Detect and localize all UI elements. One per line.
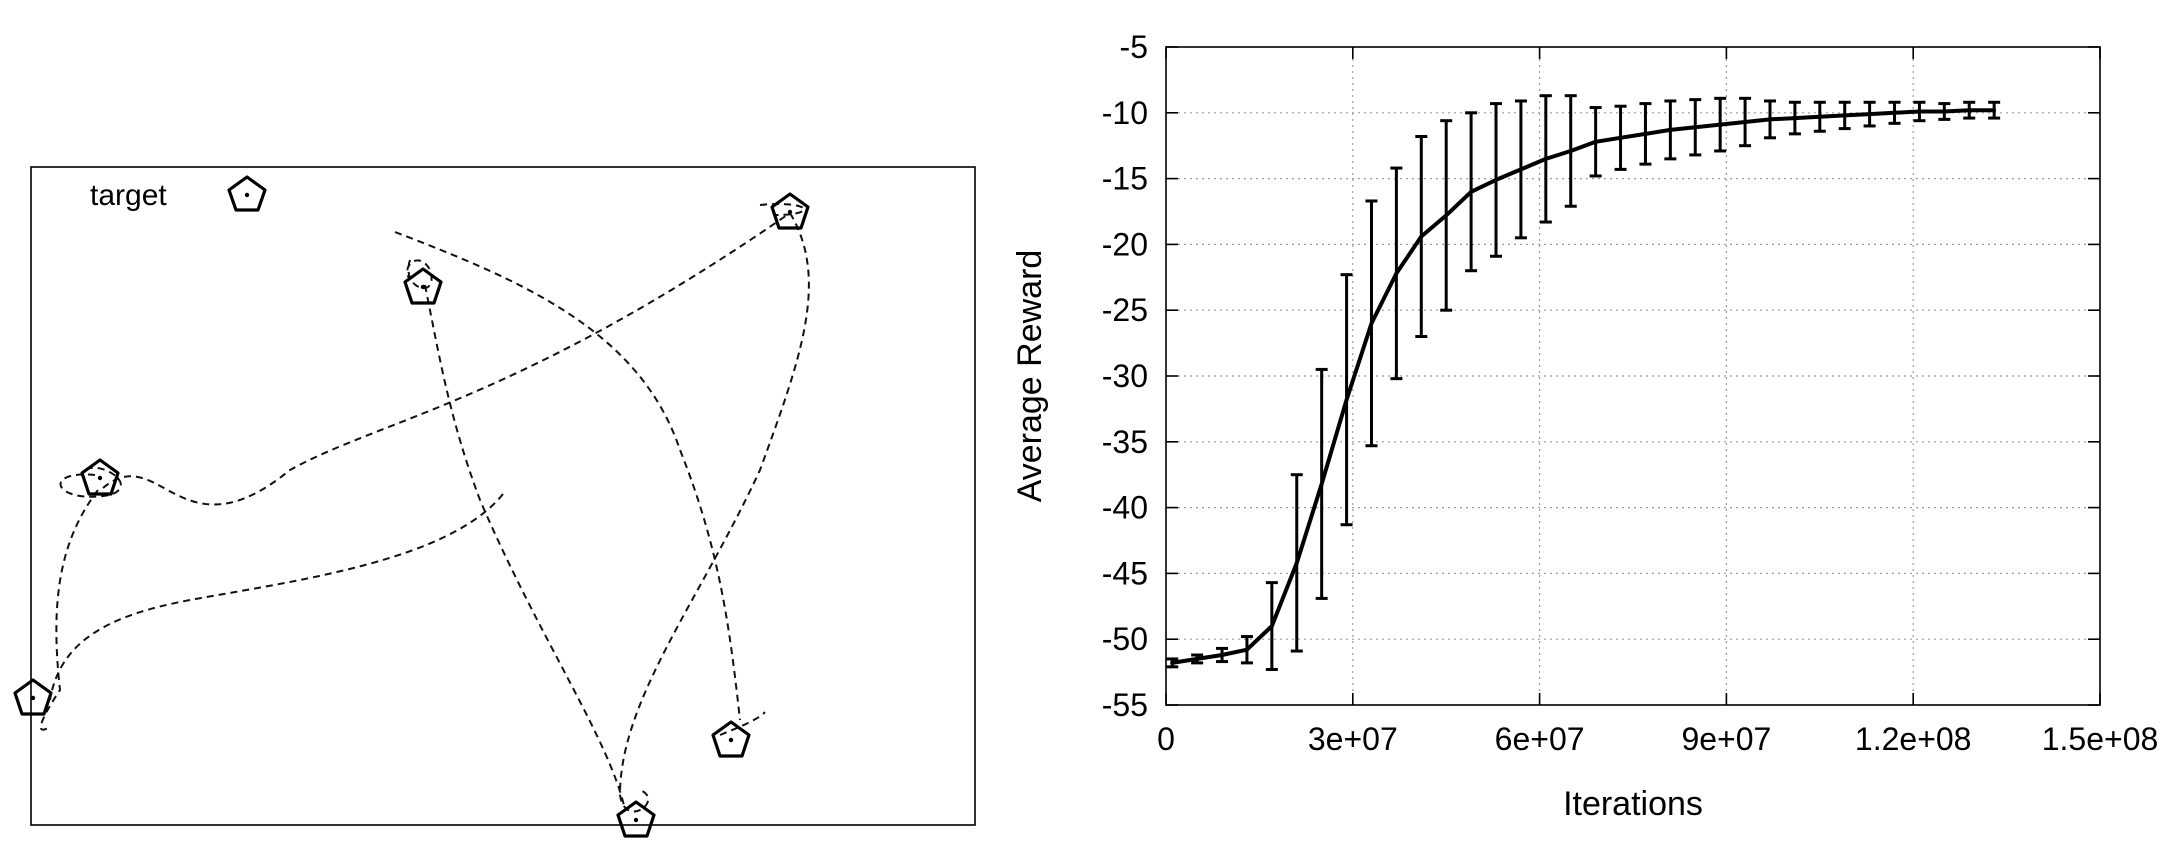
y-tick-label: -35 — [1102, 424, 1148, 460]
target-icon — [616, 800, 656, 838]
x-tick-label: 3e+07 — [1308, 721, 1398, 757]
target-markers — [13, 192, 810, 838]
trajectory-wiggle-2 — [406, 259, 433, 289]
x-tick-label: 1.2e+08 — [1855, 721, 1972, 757]
y-tick-label: -15 — [1102, 161, 1148, 197]
x-axis-ticks: 0 3e+07 6e+07 9e+07 1.2e+08 1.5e+08 — [1157, 47, 2158, 757]
x-tick-label: 1.5e+08 — [2042, 721, 2159, 757]
trajectory-path-6 — [39, 489, 99, 731]
y-tick-label: -30 — [1102, 358, 1148, 394]
y-tick-label: -50 — [1102, 621, 1148, 657]
y-tick-label: -25 — [1102, 292, 1148, 328]
error-bars — [1166, 94, 2001, 671]
chart-grid — [1166, 47, 2100, 705]
x-tick-label: 6e+07 — [1495, 721, 1585, 757]
y-tick-label: -20 — [1102, 226, 1148, 262]
trajectory-wiggle-1 — [59, 466, 122, 498]
target-icon — [770, 192, 810, 230]
trajectory-path-5 — [49, 493, 504, 701]
y-axis-title: Average Reward — [1011, 250, 1049, 503]
trajectory-panel-frame — [30, 166, 976, 826]
trajectory-wiggle-4 — [719, 711, 766, 736]
x-tick-label: 9e+07 — [1681, 721, 1771, 757]
trajectory-wiggle-3 — [759, 203, 805, 216]
target-icon — [711, 720, 751, 758]
x-axis-title: Iterations — [1563, 785, 1703, 823]
legend-label-target: target — [90, 179, 167, 212]
series-line-average-reward — [1170, 108, 1997, 665]
target-icon — [80, 458, 120, 496]
target-icon — [13, 678, 53, 716]
reward-chart: -5 -10 -15 -20 -25 -30 -35 -40 -45 -50 -55 0 3e+07 6… — [1011, 29, 2158, 823]
y-tick-label: -10 — [1102, 95, 1148, 131]
y-tick-label: -45 — [1102, 555, 1148, 591]
trajectory-path-1 — [102, 212, 791, 506]
trajectory-path-2 — [618, 212, 810, 813]
trajectory-path-4 — [424, 284, 626, 811]
trajectory-paths — [39, 203, 810, 813]
x-tick-label: 0 — [1157, 721, 1175, 757]
target-icon — [403, 267, 443, 305]
y-axis-ticks: -5 -10 -15 -20 -25 -30 -35 -40 -45 -50 -55 — [1102, 29, 2100, 723]
y-tick-label: -40 — [1102, 490, 1148, 526]
trajectory-panel: target — [13, 166, 976, 838]
legend-target-icon — [227, 175, 267, 212]
y-tick-label: -5 — [1120, 29, 1148, 65]
trajectory-path-3 — [394, 231, 741, 721]
y-tick-label: -55 — [1102, 687, 1148, 723]
